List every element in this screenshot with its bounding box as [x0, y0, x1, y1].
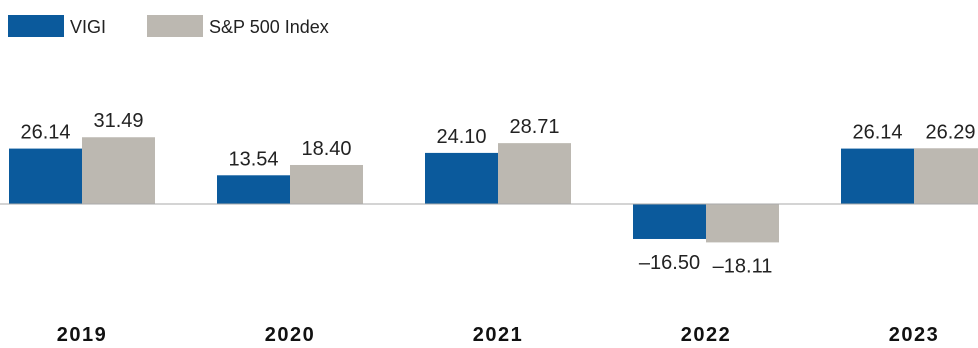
value-label-2023-1: 26.29	[925, 121, 975, 143]
value-labels-group: 26.14 31.49 13.54 18.40 24.10 28.71 –16.50 –18.…	[20, 110, 975, 277]
bar-2019-0	[9, 148, 82, 204]
legend-label-1: S&P 500 Index	[209, 17, 329, 37]
x-tick-label-2019: 2019	[57, 324, 108, 343]
value-label-2019-0: 26.14	[20, 122, 70, 144]
value-label-2019-1: 31.49	[93, 110, 143, 132]
x-tick-label-2023: 2023	[889, 324, 940, 343]
bar-2021-1	[498, 143, 571, 204]
legend-swatch-0	[8, 15, 64, 37]
x-tick-label-2022: 2022	[681, 324, 732, 343]
bar-2021-0	[425, 152, 498, 204]
bar-2019-1	[82, 137, 155, 204]
value-label-2020-1: 18.40	[301, 138, 351, 160]
bars-group	[9, 137, 978, 243]
value-label-2023-0: 26.14	[852, 122, 902, 144]
bar-2022-0	[633, 204, 706, 239]
bar-2020-0	[217, 175, 290, 204]
value-label-2021-0: 24.10	[436, 126, 486, 148]
x-tick-label-2021: 2021	[473, 324, 524, 343]
bar-2022-1	[706, 204, 779, 243]
value-label-2021-1: 28.71	[509, 116, 559, 138]
legend-swatch-1	[147, 15, 203, 37]
bar-2020-1	[290, 164, 363, 204]
value-label-2022-0: –16.50	[639, 252, 700, 274]
value-label-2020-0: 13.54	[228, 148, 278, 170]
value-label-2022-1: –18.11	[713, 255, 773, 277]
bar-2023-0	[841, 148, 914, 204]
x-axis-labels: 2019 2020 2021 2022 2023	[57, 324, 940, 346]
x-tick-label-2020: 2020	[265, 324, 316, 343]
legend: VIGI S&P 500 Index	[8, 15, 329, 37]
legend-label-0: VIGI	[70, 17, 106, 37]
bar-2023-1	[914, 148, 978, 204]
